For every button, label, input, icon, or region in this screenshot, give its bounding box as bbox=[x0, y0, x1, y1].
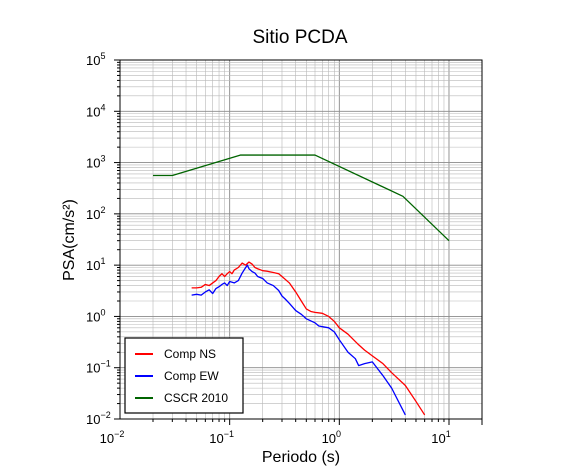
series-layer bbox=[153, 154, 450, 416]
tick-label-base: 10 bbox=[100, 431, 114, 446]
tick-label-base: 10 bbox=[86, 156, 100, 171]
legend-box bbox=[124, 337, 244, 414]
y-axis-label: PSA(cm/s²) bbox=[61, 199, 78, 281]
legend-label: Comp NS bbox=[164, 347, 216, 361]
tick-label: 101 bbox=[431, 429, 450, 446]
tick-label-exp: 1 bbox=[100, 256, 105, 266]
tick-label-exp: 1 bbox=[446, 429, 451, 439]
tick-label: 105 bbox=[86, 51, 105, 68]
tick-label-exp: 4 bbox=[100, 102, 105, 112]
tick-label-exp: 2 bbox=[100, 205, 105, 215]
tick-label-base: 10 bbox=[86, 258, 100, 273]
legend: Comp NS Comp EW CSCR 2010 bbox=[124, 337, 244, 414]
tick-label: 103 bbox=[86, 154, 105, 171]
tick-label: 10−1 bbox=[209, 429, 234, 446]
tick-label-base: 10 bbox=[86, 53, 100, 68]
tick-label-base: 10 bbox=[431, 431, 445, 446]
tick-label-base: 10 bbox=[86, 361, 100, 376]
tick-label-base: 10 bbox=[86, 412, 100, 427]
tick-label-exp: −2 bbox=[114, 429, 124, 439]
legend-label: CSCR 2010 bbox=[164, 391, 228, 405]
tick-label: 104 bbox=[86, 102, 105, 119]
tick-label-exp: 0 bbox=[336, 429, 341, 439]
tick-label-base: 10 bbox=[86, 309, 100, 324]
series-line-cscr-2010 bbox=[153, 154, 450, 242]
tick-label-exp: 0 bbox=[100, 307, 105, 317]
tick-label-exp: −1 bbox=[100, 359, 110, 369]
plot-frame bbox=[119, 59, 483, 420]
tick-label-exp: −1 bbox=[224, 429, 234, 439]
tick-label: 10−2 bbox=[100, 429, 125, 446]
x-axis-label: Periodo (s) bbox=[262, 449, 340, 466]
series-line-comp-ew bbox=[191, 264, 406, 416]
tick-label: 100 bbox=[322, 429, 341, 446]
tick-label-base: 10 bbox=[322, 431, 336, 446]
tick-label-exp: −2 bbox=[100, 410, 110, 420]
tick-label: 10−1 bbox=[86, 359, 111, 376]
tick-label: 10−2 bbox=[86, 410, 111, 427]
tick-label-exp: 3 bbox=[100, 154, 105, 164]
tick-label-exp: 5 bbox=[100, 51, 105, 61]
tick-label: 101 bbox=[86, 256, 105, 273]
legend-items: Comp NS Comp EW CSCR 2010 bbox=[135, 347, 228, 405]
tick-label: 102 bbox=[86, 205, 105, 222]
tick-label-base: 10 bbox=[209, 431, 223, 446]
series-line-comp-ns bbox=[191, 261, 426, 416]
tick-label-base: 10 bbox=[86, 104, 100, 119]
legend-label: Comp EW bbox=[164, 369, 219, 383]
tick-label-base: 10 bbox=[86, 207, 100, 222]
chart-title: Sitio PCDA bbox=[252, 27, 347, 48]
tick-label: 100 bbox=[86, 307, 105, 324]
